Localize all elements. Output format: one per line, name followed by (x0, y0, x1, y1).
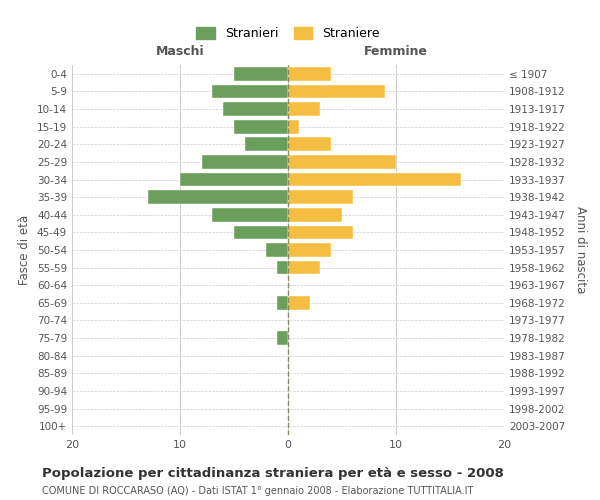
Bar (288, 138, 331, 151)
Bar (234, 120, 288, 134)
Y-axis label: Fasce di età: Fasce di età (19, 215, 31, 285)
Bar (212, 84, 288, 98)
Text: Maschi: Maschi (155, 44, 205, 58)
Bar (288, 172, 461, 186)
Bar (288, 102, 320, 116)
Bar (288, 190, 353, 204)
Bar (288, 260, 320, 274)
Bar (245, 138, 288, 151)
Bar (212, 208, 288, 222)
Bar (234, 226, 288, 239)
Y-axis label: Anni di nascita: Anni di nascita (574, 206, 587, 294)
Bar (223, 102, 288, 116)
Bar (277, 296, 288, 310)
Text: Femmine: Femmine (364, 44, 428, 58)
Text: Popolazione per cittadinanza straniera per età e sesso - 2008: Popolazione per cittadinanza straniera p… (42, 468, 504, 480)
Bar (288, 208, 342, 222)
Bar (288, 67, 331, 80)
Bar (277, 260, 288, 274)
Bar (288, 226, 353, 239)
Text: COMUNE DI ROCCARASO (AQ) - Dati ISTAT 1° gennaio 2008 - Elaborazione TUTTITALIA.: COMUNE DI ROCCARASO (AQ) - Dati ISTAT 1°… (42, 486, 473, 496)
Bar (288, 120, 299, 134)
Bar (202, 155, 288, 169)
Bar (277, 331, 288, 345)
Legend: Stranieri, Straniere: Stranieri, Straniere (196, 27, 380, 40)
Bar (148, 190, 288, 204)
Bar (180, 172, 288, 186)
Bar (266, 243, 288, 257)
Bar (234, 67, 288, 80)
Bar (288, 155, 396, 169)
Bar (288, 84, 385, 98)
Bar (288, 296, 310, 310)
Bar (288, 243, 331, 257)
